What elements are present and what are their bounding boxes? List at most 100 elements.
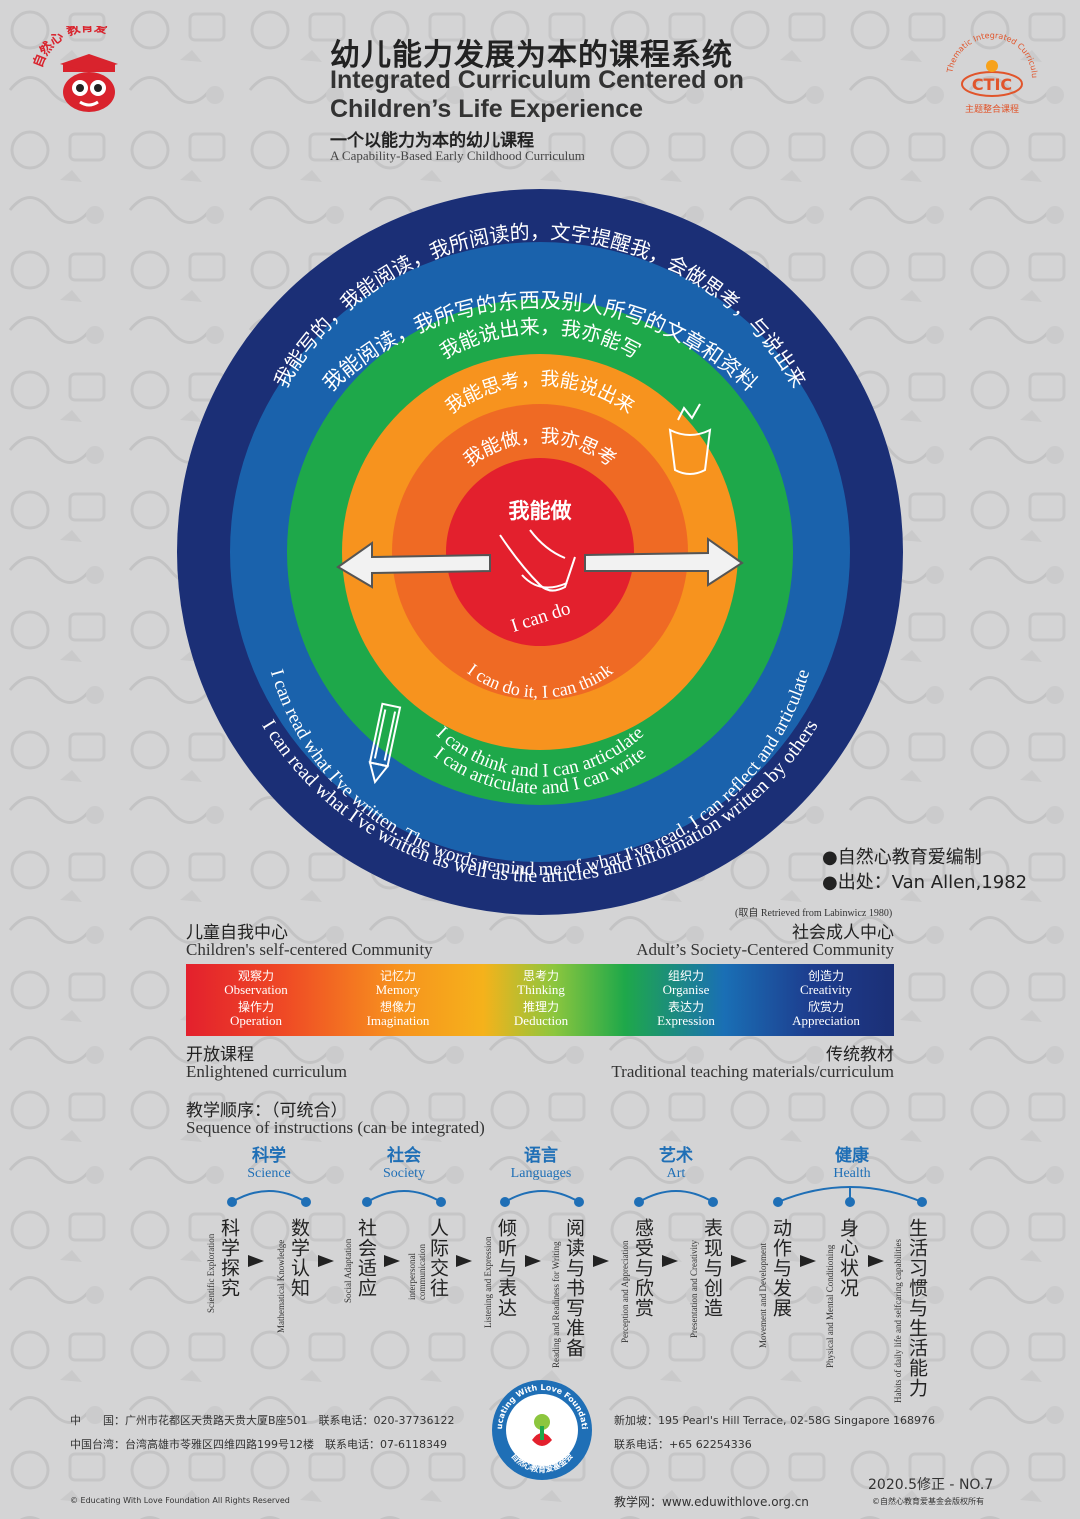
- subtitle-en: A Capability-Based Early Childhood Curri…: [330, 148, 585, 163]
- item-en: Scientific Exploration: [206, 1233, 216, 1313]
- holding-hands-icon: [499, 529, 576, 592]
- item-zh: 倾听与表达: [495, 1218, 517, 1318]
- ring-center-zh: 我能做: [509, 499, 572, 523]
- ability-bottom-en: Appreciation: [792, 1013, 860, 1028]
- sequence-arrow: [384, 1255, 400, 1267]
- curriculum-left-zh: 开放课程: [186, 1045, 254, 1065]
- ability-gradient-bar: 观察力 Observation 操作力 Operation 记忆力 Memory…: [186, 964, 894, 1036]
- sequence-arrow: [593, 1255, 609, 1267]
- subject-zh: 科学: [252, 1146, 286, 1166]
- ability-top-en: Thinking: [517, 982, 565, 997]
- item-zh: 社会适应: [355, 1218, 377, 1298]
- page-title-en-line1: Integrated Curriculum Centered on: [330, 66, 744, 94]
- subject-branches: [227, 1186, 927, 1207]
- ability-cell: 组织力 Organise 表达力 Expression: [621, 970, 751, 1028]
- item-en: Reading and Readiness for Writing: [551, 1241, 561, 1368]
- sequence-arrow: [318, 1255, 334, 1267]
- ability-top-zh: 观察力: [237, 969, 274, 983]
- ring-center: [446, 458, 634, 646]
- item-en: Presentation and Creativity: [689, 1240, 699, 1338]
- page-title-en: Integrated Curriculum Centered on Childr…: [330, 66, 850, 124]
- ability-top-en: Observation: [224, 982, 288, 997]
- ability-cell: 记忆力 Memory 想像力 Imagination: [333, 970, 463, 1028]
- logo-right-mark: CTIC: [972, 75, 1012, 94]
- subject-science: 科学 Science: [214, 1147, 324, 1182]
- subject-en: Society: [383, 1166, 425, 1181]
- ability-top-en: Memory: [375, 982, 421, 997]
- subject-health: 健康 Health: [797, 1147, 907, 1182]
- subject-society: 社会 Society: [349, 1147, 459, 1182]
- logo-right-bottom: 主题整合课程: [965, 103, 1019, 115]
- item-zh: 阅读与书写准备: [563, 1218, 585, 1358]
- curriculum-right-zh: 传统教材: [826, 1045, 894, 1065]
- ability-bottom-zh: 操作力: [237, 1000, 274, 1014]
- item-zh: 动作与发展: [770, 1218, 792, 1318]
- subject-languages: 语言 Languages: [486, 1147, 596, 1182]
- subject-en: Health: [833, 1166, 871, 1181]
- subject-art: 艺术 Art: [621, 1147, 731, 1182]
- ability-cell: 观察力 Observation 操作力 Operation: [191, 969, 321, 1028]
- ability-bottom-en: Imagination: [366, 1013, 430, 1028]
- footer-sg-address: 新加坡：195 Pearl's Hill Terrace, 02-58G Sin…: [614, 1414, 935, 1427]
- item-en: Physical and Mental Conditioning: [825, 1244, 835, 1368]
- item-zh: 数学认知: [288, 1218, 310, 1298]
- subject-zh: 健康: [835, 1146, 869, 1166]
- sequence-arrow: [800, 1255, 816, 1267]
- item-zh: 感受与欣赏: [632, 1218, 654, 1318]
- page-title-en-line2: Children’s Life Experience: [330, 95, 644, 123]
- item-zh: 人际交往: [427, 1218, 449, 1298]
- scale-right-zh: 社会成人中心: [792, 923, 894, 943]
- footer-cn-address: 中 国：广州市花都区天贵路天贵大厦B座501 联系电话：020-37736122: [70, 1414, 455, 1427]
- sequence-arrow: [248, 1255, 264, 1267]
- subject-en: Art: [666, 1166, 686, 1181]
- ability-top-zh: 思考力: [522, 969, 559, 983]
- logo-right: Thematic Integrated Curriculum CTIC 主题整合…: [936, 21, 1044, 120]
- ability-top-en: Organise: [662, 982, 710, 997]
- item-zh: 表现与创造: [701, 1218, 723, 1318]
- footer-website: 教学网：www.eduwithlove.org.cn: [614, 1495, 809, 1509]
- sequence-arrow: [525, 1255, 541, 1267]
- footer-copyright-en: © Educating With Love Foundation All Rig…: [70, 1496, 290, 1505]
- ability-top-zh: 创造力: [807, 969, 844, 983]
- footer-edition: 2020.5修正 - NO.7: [868, 1477, 994, 1493]
- item-en: interpersonal communication: [407, 1244, 427, 1300]
- subject-en: Languages: [510, 1166, 572, 1181]
- sequence-arrow: [662, 1255, 678, 1267]
- item-en: Perception and Appreciation: [620, 1240, 630, 1343]
- ability-bottom-zh: 想像力: [379, 1000, 416, 1014]
- ring-diagram: 我能阅读，我所写的东西及别人所写的文章和资料 I can read what I…: [177, 189, 903, 915]
- cup-icon: [668, 403, 712, 475]
- ability-bottom-zh: 推理力: [522, 1000, 559, 1014]
- credit-retrieved: (取自 Retrieved from Labinwicz 1980): [735, 908, 893, 919]
- curriculum-left-en: Enlightened curriculum: [186, 1062, 347, 1081]
- ability-bottom-zh: 欣赏力: [807, 1000, 844, 1014]
- sequence-arrow: [868, 1255, 884, 1267]
- item-en: Habits of daily life and selfcaring capa…: [893, 1239, 903, 1403]
- ability-bottom-en: Operation: [230, 1013, 282, 1028]
- subject-en: Science: [247, 1166, 291, 1181]
- scale-left-en: Children's self-centered Community: [186, 940, 433, 959]
- ability-cell: 思考力 Thinking 推理力 Deduction: [476, 969, 606, 1028]
- item-en: Movement and Development: [758, 1243, 768, 1348]
- foundation-seal: Educating With Love Foundation 自然心教育爱基金会: [487, 1371, 594, 1482]
- item-zh: 生活习惯与生活能力: [906, 1218, 928, 1398]
- footer-copyright-zh: ©自然心教育爱基金会版权所有: [872, 1497, 984, 1506]
- ability-bottom-en: Deduction: [513, 1013, 569, 1028]
- double-arrow-icon: [336, 537, 744, 589]
- sequence-arrow: [456, 1255, 472, 1267]
- subject-zh: 语言: [524, 1146, 558, 1166]
- subject-zh: 社会: [387, 1146, 421, 1166]
- subtitle-zh: 一个以能力为本的幼儿课程: [330, 131, 534, 151]
- credit-editor: ●自然心教育爱编制: [822, 847, 982, 868]
- page-title-zh: 幼儿能力发展为本的课程系统: [330, 38, 733, 73]
- ability-top-en: Creativity: [800, 982, 852, 997]
- ability-cell: 创造力 Creativity 欣赏力 Appreciation: [761, 969, 891, 1028]
- footer-tw-address: 中国台湾：台湾高雄市苓雅区四维四路199号12楼 联系电话：07-6118349: [70, 1438, 447, 1451]
- credit-source: ●出处：Van Allen,1982: [822, 872, 1028, 893]
- scale-right-en: Adult’s Society-Centered Community: [636, 940, 894, 959]
- item-en: Mathematical Knowledge: [276, 1239, 286, 1333]
- pencil-icon: [368, 702, 402, 785]
- ability-bottom-en: Expression: [657, 1013, 715, 1028]
- item-zh: 身心状况: [837, 1218, 859, 1298]
- logo-left: 自然心 教育爱: [30, 19, 150, 116]
